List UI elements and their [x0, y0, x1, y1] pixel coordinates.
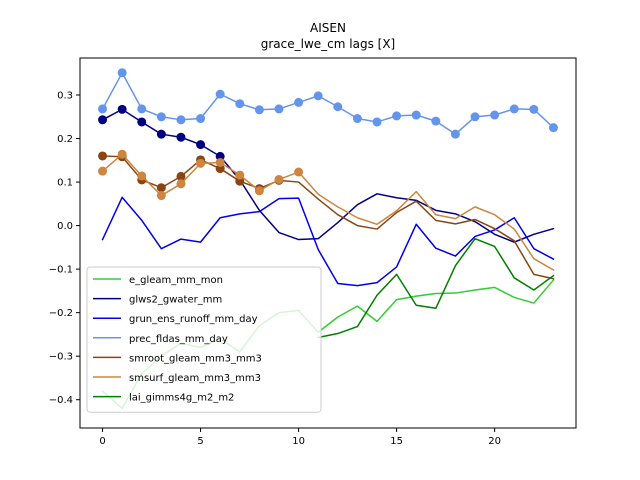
y-tick-label: 0.3	[57, 91, 73, 102]
data-point	[548, 123, 558, 133]
data-point	[215, 89, 225, 99]
series-smsurf_gleam_mm3_mm3	[98, 149, 555, 272]
data-point	[137, 104, 147, 114]
data-point	[450, 129, 460, 139]
y-axis: −0.4 −0.3 −0.2 −0.1 0.0 0.1 0.2 0.3	[49, 91, 80, 406]
data-point	[156, 191, 166, 201]
data-point	[431, 116, 441, 126]
x-tick-label: 10	[292, 436, 305, 447]
data-point	[254, 186, 264, 196]
data-point	[176, 171, 186, 181]
data-point	[529, 104, 539, 114]
legend-item: e_gleam_mm_mon	[93, 275, 223, 286]
data-point	[137, 171, 147, 181]
chart-subtitle: grace_lwe_cm lags [X]	[261, 37, 395, 51]
data-point	[254, 105, 264, 115]
y-tick-label: 0.0	[57, 221, 73, 232]
data-point	[156, 183, 166, 193]
y-tick-label: −0.1	[49, 265, 73, 276]
legend-label: glws2_gwater_mm	[129, 295, 222, 306]
data-point	[392, 111, 402, 121]
data-point	[196, 114, 206, 124]
data-point	[98, 104, 108, 114]
data-point	[117, 68, 127, 78]
data-point	[137, 117, 147, 127]
data-point	[352, 114, 362, 124]
series-lai_gimms4g_m2_m2	[317, 237, 555, 339]
y-tick-label: 0.2	[57, 134, 73, 145]
data-point	[98, 151, 108, 161]
data-point	[117, 149, 127, 159]
series-grun_ens_runoff_mm_day	[101, 196, 555, 287]
data-point	[411, 110, 421, 120]
series-line	[101, 196, 555, 287]
data-point	[333, 102, 343, 112]
chart-title: AISEN	[310, 21, 346, 35]
series-layer	[98, 68, 558, 410]
y-tick-label: −0.2	[49, 308, 73, 319]
x-axis: 0 5 10 15 20	[99, 428, 501, 447]
data-point	[235, 170, 245, 180]
legend-label: grun_ens_runoff_mm_day	[129, 314, 258, 325]
x-tick-label: 5	[197, 436, 203, 447]
data-point	[98, 166, 108, 176]
y-tick-label: 0.1	[57, 178, 73, 189]
legend-label: e_gleam_mm_mon	[129, 275, 223, 286]
y-tick-label: −0.4	[49, 395, 73, 406]
legend-box	[86, 266, 322, 413]
legend-item: prec_fldas_mm_day	[93, 334, 228, 345]
data-point	[274, 104, 284, 114]
legend-label: smsurf_gleam_mm3_mm3	[129, 373, 261, 384]
legend-item: smsurf_gleam_mm3_mm3	[93, 373, 261, 384]
data-point	[509, 104, 519, 114]
x-tick-label: 0	[99, 436, 105, 447]
data-point	[490, 110, 500, 120]
data-point	[215, 157, 225, 167]
data-point	[98, 115, 108, 125]
data-point	[196, 158, 206, 168]
data-point	[313, 91, 323, 101]
series-prec_fldas_mm_day	[98, 68, 558, 139]
legend-item: glws2_gwater_mm	[93, 295, 222, 306]
legend-item: lai_gimms4g_m2_m2	[93, 393, 234, 404]
series-line	[317, 237, 555, 339]
legend: e_gleam_mm_mon glws2_gwater_mm grun_ens_ru…	[86, 266, 322, 413]
series-glws2_gwater_mm	[98, 104, 555, 243]
data-point	[196, 140, 206, 150]
legend-item: grun_ens_runoff_mm_day	[93, 314, 258, 325]
x-tick-label: 20	[488, 436, 501, 447]
data-point	[176, 115, 186, 125]
legend-label: lai_gimms4g_m2_m2	[129, 393, 234, 404]
data-point	[235, 99, 245, 109]
data-point	[372, 117, 382, 127]
data-point	[156, 112, 166, 122]
y-tick-label: −0.3	[49, 352, 73, 363]
data-point	[176, 132, 186, 142]
legend-label: smroot_gleam_mm3_mm3	[129, 353, 262, 364]
data-point	[176, 179, 186, 189]
data-point	[470, 112, 480, 122]
legend-item: smroot_gleam_mm3_mm3	[93, 353, 262, 364]
data-point	[274, 174, 284, 184]
data-point	[294, 97, 304, 107]
legend-label: prec_fldas_mm_day	[129, 334, 228, 345]
x-tick-label: 15	[390, 436, 403, 447]
data-point	[156, 129, 166, 139]
data-point	[294, 167, 304, 177]
data-point	[117, 104, 127, 114]
plot-frame	[79, 57, 577, 429]
